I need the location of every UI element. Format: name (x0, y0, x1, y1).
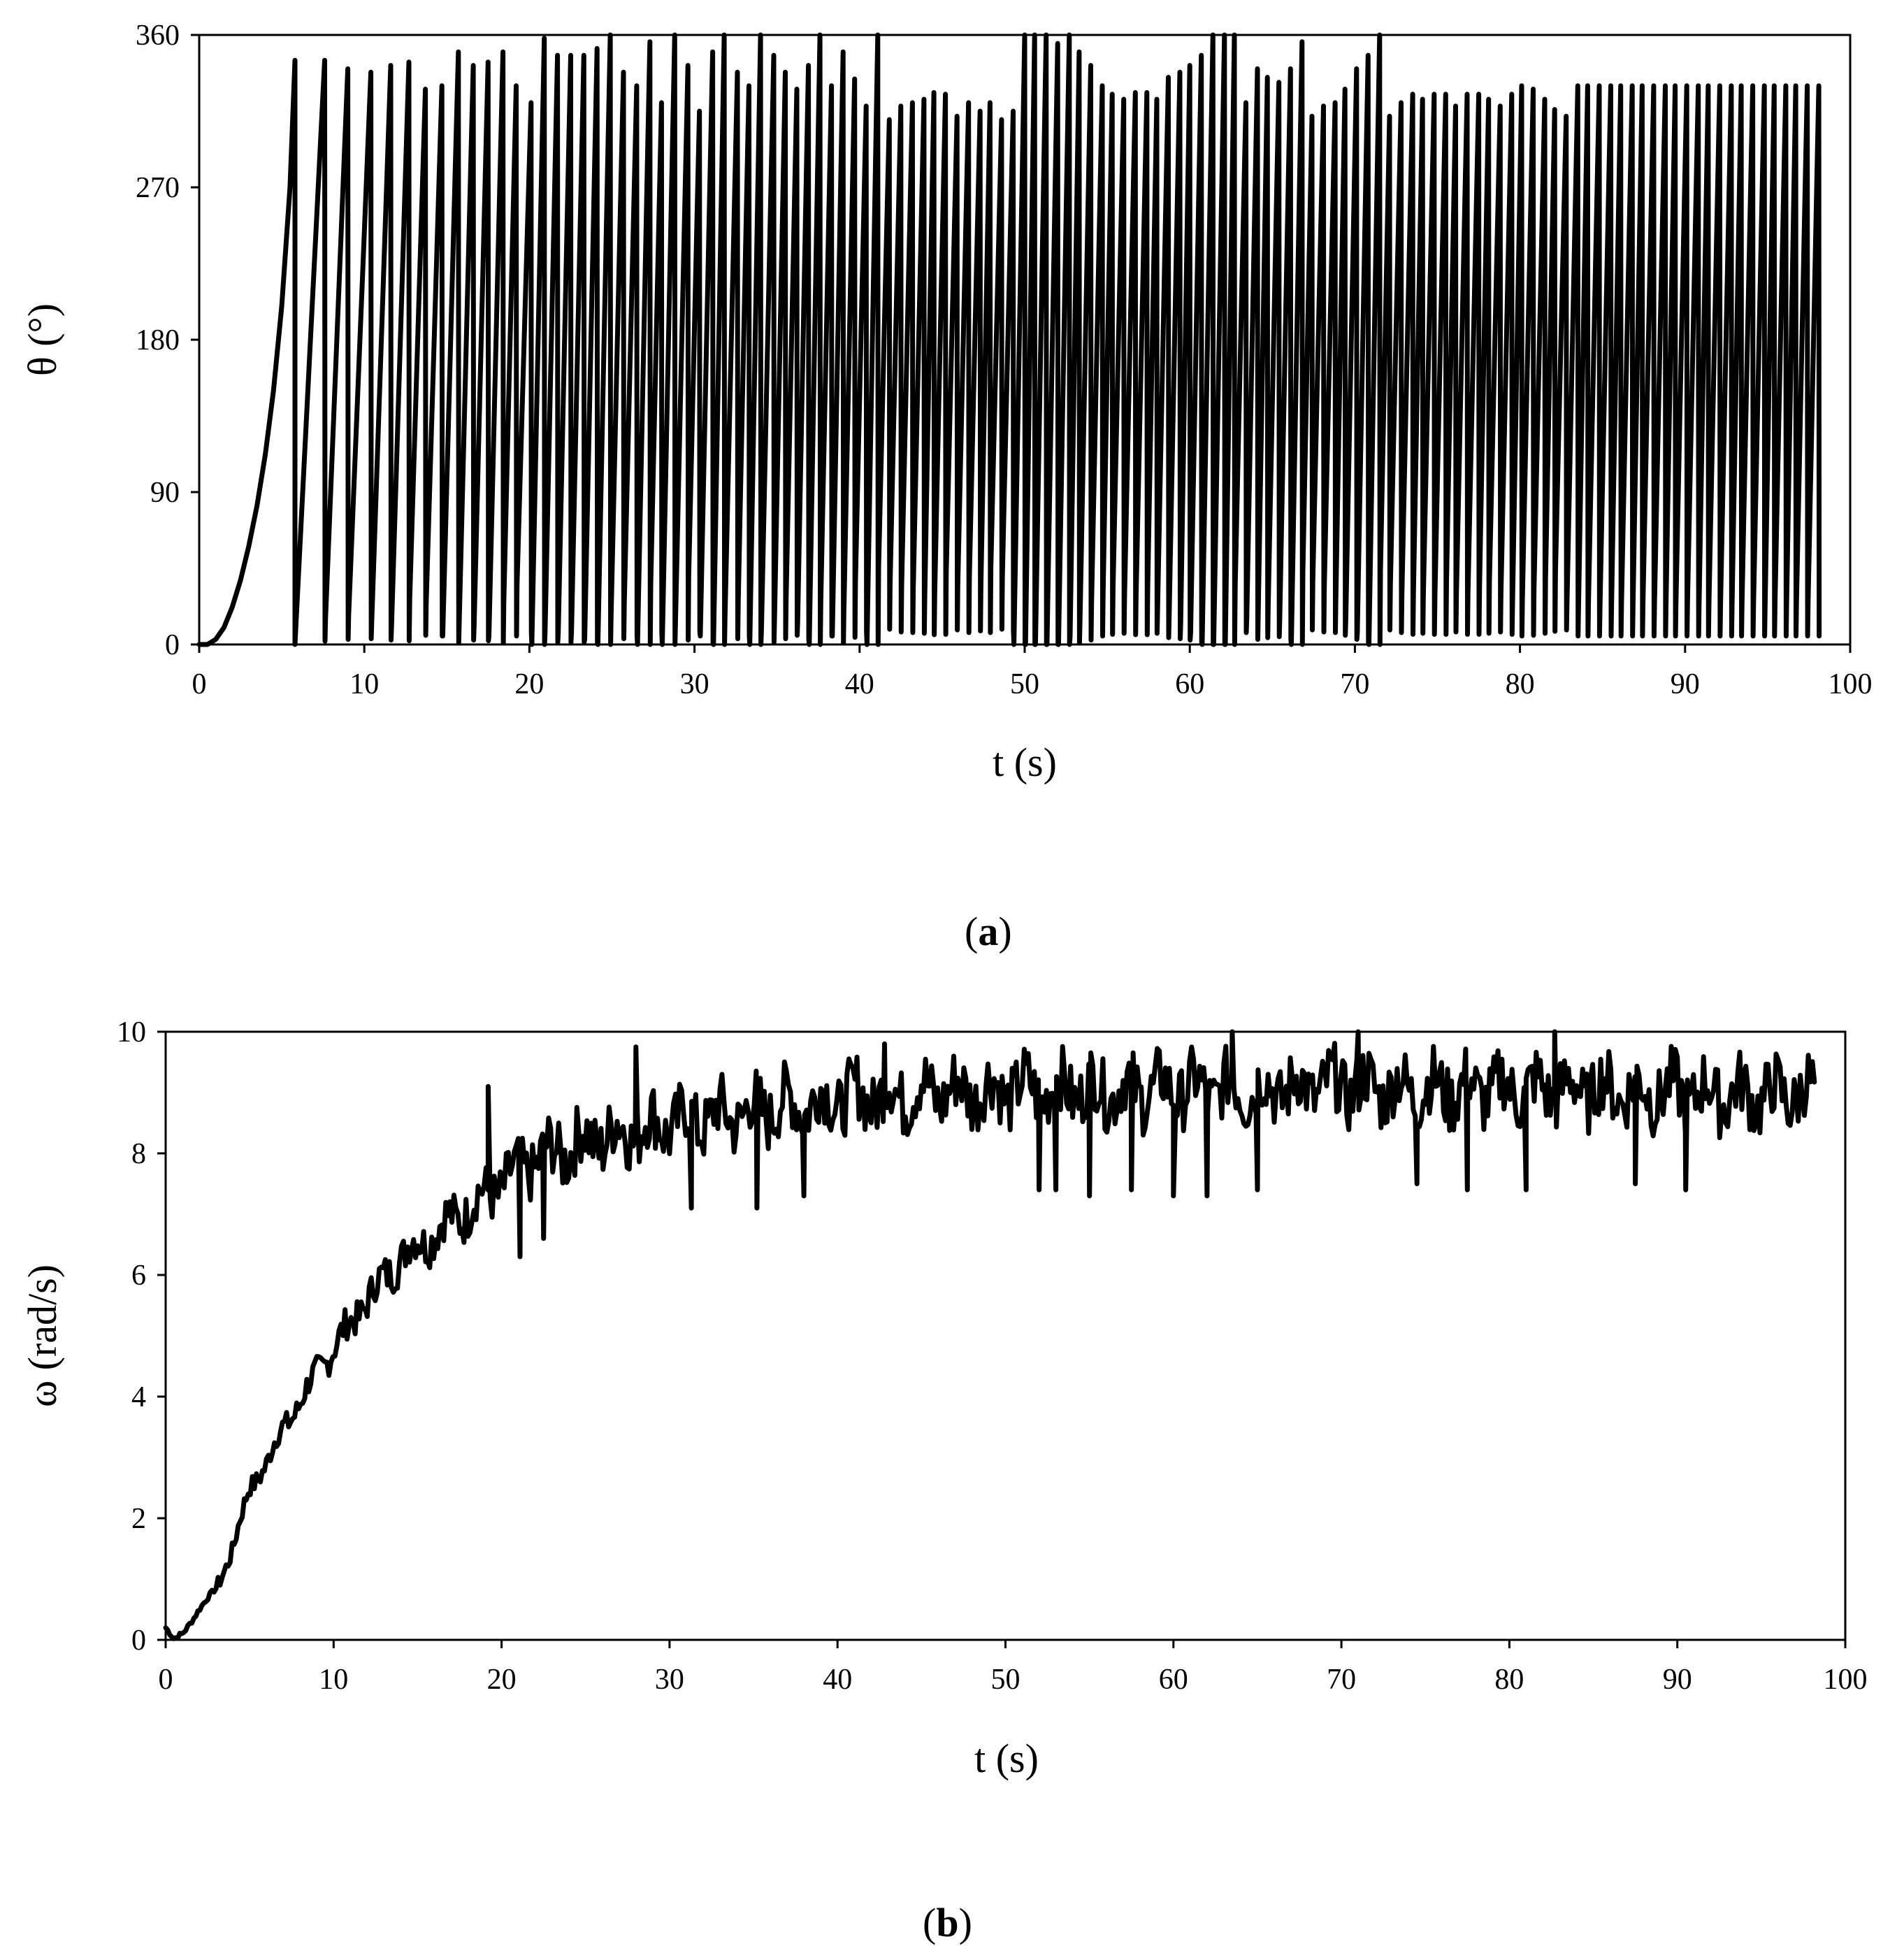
chart-b-x-ticks: 0 10 20 30 40 50 60 70 80 90 100 (159, 1640, 1868, 1696)
chart-b-x-tick-label: 90 (1663, 1664, 1692, 1696)
chart-a-x-tick-label: 90 (1671, 668, 1700, 700)
chart-a: 0 90 180 270 360 0 10 20 30 40 50 60 70 80 90 100 t (s… (20, 20, 1873, 954)
chart-a-x-tick-label: 0 (192, 668, 207, 700)
chart-a-y-tick-label: 270 (136, 172, 180, 204)
chart-b-series-line (163, 1029, 1817, 1641)
chart-b-x-axis-label: t (s) (974, 1736, 1039, 1781)
chart-a-x-tick-label: 70 (1340, 668, 1369, 700)
chart-b-x-tick-label: 70 (1327, 1664, 1356, 1696)
chart-b-y-ticks: 0 2 4 6 8 10 (117, 1016, 166, 1657)
chart-b-plot-frame (164, 1030, 1847, 1641)
chart-b-y-tick-label: 2 (131, 1503, 146, 1535)
chart-b-x-tick-label: 60 (1159, 1664, 1188, 1696)
chart-a-x-tick-label: 10 (349, 668, 379, 700)
chart-b: 0 2 4 6 8 10 0 10 20 30 40 50 60 70 80 90 100 t (s) ω (… (20, 1016, 1868, 1945)
chart-b-y-axis-label: ω (rad/s) (20, 1264, 65, 1407)
chart-b-x-tick-label: 30 (655, 1664, 684, 1696)
chart-b-x-tick-label: 100 (1824, 1664, 1868, 1696)
chart-a-x-tick-label: 20 (514, 668, 544, 700)
chart-a-x-tick-label: 60 (1175, 668, 1204, 700)
chart-b-x-tick-label: 80 (1494, 1664, 1524, 1696)
chart-a-y-axis-label: θ (°) (20, 303, 65, 376)
chart-a-panel-label: (a) (965, 909, 1012, 954)
chart-a-y-tick-label: 360 (136, 20, 180, 52)
chart-b-y-tick-label: 4 (131, 1381, 146, 1413)
chart-b-panel-letter: b (936, 1900, 958, 1945)
chart-b-x-tick-label: 50 (991, 1664, 1020, 1696)
chart-a-x-tick-label: 100 (1829, 668, 1873, 700)
chart-a-x-tick-label: 80 (1506, 668, 1535, 700)
chart-b-y-tick-label: 6 (131, 1260, 146, 1292)
chart-a-y-tick-label: 180 (136, 324, 180, 356)
chart-a-x-tick-label: 30 (680, 668, 709, 700)
chart-a-x-ticks: 0 10 20 30 40 50 60 70 80 90 100 (192, 644, 1873, 700)
chart-a-x-axis-label: t (s) (993, 740, 1057, 785)
chart-b-x-tick-label: 20 (487, 1664, 517, 1696)
chart-a-series-line (196, 32, 1822, 647)
chart-a-y-tick-label: 0 (165, 629, 180, 661)
chart-b-y-tick-label: 0 (131, 1624, 146, 1657)
chart-a-y-ticks: 0 90 180 270 360 (136, 20, 199, 661)
chart-b-y-tick-label: 10 (117, 1016, 146, 1049)
chart-a-y-tick-label: 90 (150, 477, 180, 509)
chart-b-panel-label: (b) (923, 1900, 972, 1945)
chart-b-x-tick-label: 10 (319, 1664, 348, 1696)
chart-b-x-tick-label: 40 (823, 1664, 852, 1696)
chart-a-panel-letter: a (978, 909, 998, 954)
chart-b-x-tick-label: 0 (159, 1664, 173, 1696)
chart-a-x-tick-label: 40 (845, 668, 874, 700)
chart-b-y-tick-label: 8 (131, 1138, 146, 1170)
chart-a-x-tick-label: 50 (1010, 668, 1039, 700)
